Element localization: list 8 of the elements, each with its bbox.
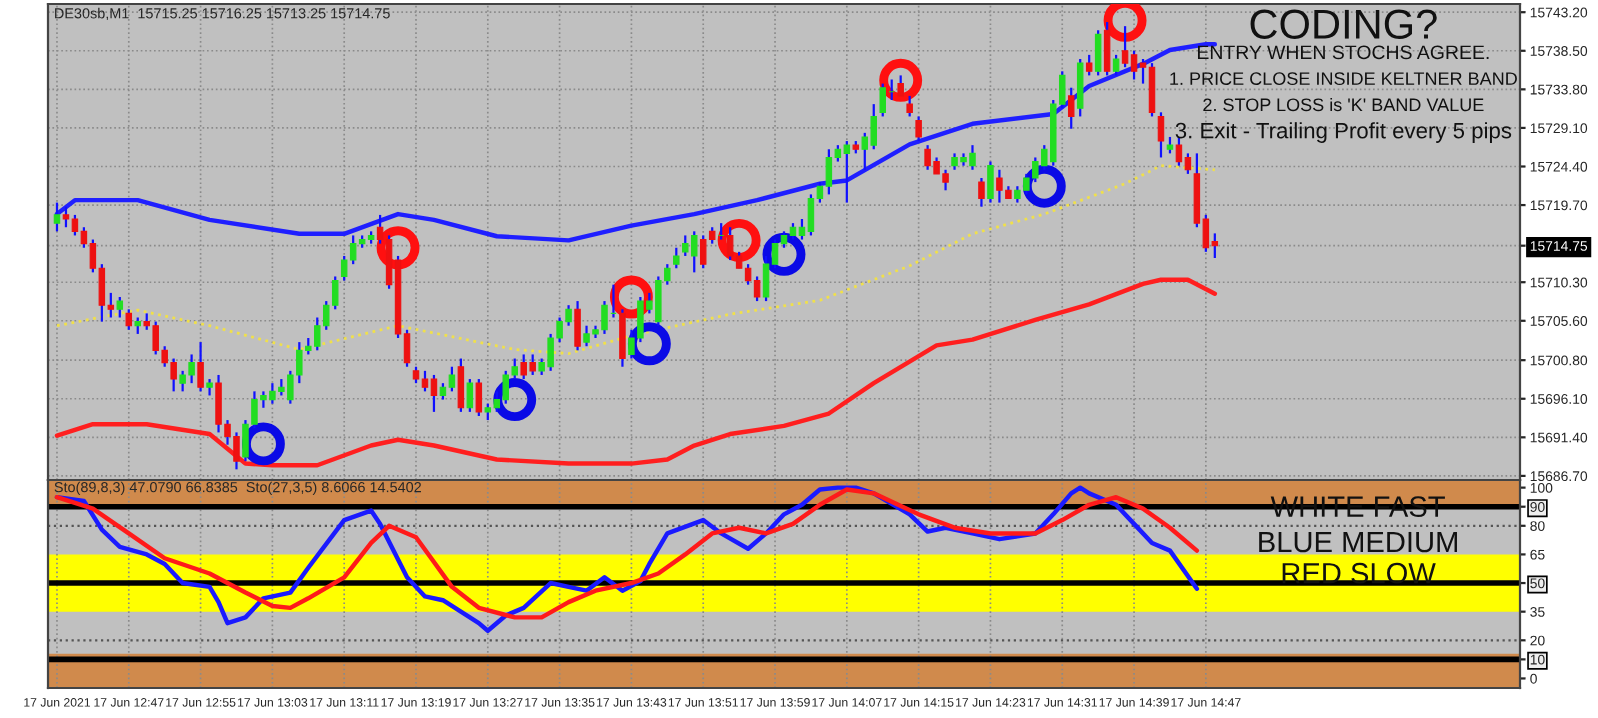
annotation: BLUE MEDIUM <box>1259 531 1457 553</box>
annotation: ENTRY WHEN STOCHS AGREE. <box>1197 45 1489 60</box>
annotation: 3. Exit - Trailing Profit every 5 pips <box>1175 122 1512 143</box>
annotation: CODING? <box>1250 9 1437 39</box>
annotation: 2. STOP LOSS is 'K' BAND VALUE <box>1203 97 1484 112</box>
annotation: 1. PRICE CLOSE INSIDE KELTNER BAND <box>1170 72 1517 86</box>
annotation: RED SLOW <box>1282 562 1436 584</box>
annotation: WHITE FAST <box>1270 496 1445 517</box>
